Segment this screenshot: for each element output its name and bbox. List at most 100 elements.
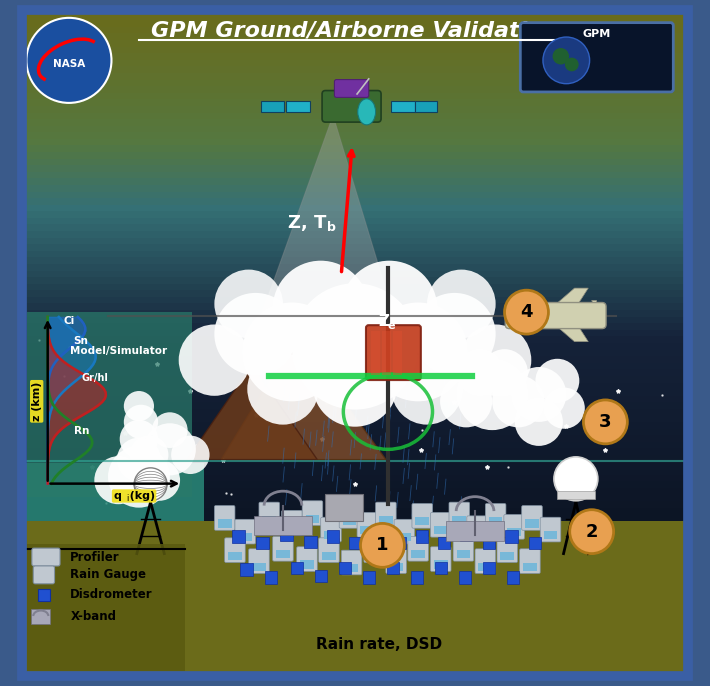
Bar [26, 499, 684, 508]
Circle shape [427, 270, 496, 338]
Bar [434, 526, 447, 534]
Bar [488, 517, 503, 525]
Circle shape [179, 324, 250, 396]
Bar [483, 537, 495, 549]
Bar [26, 190, 684, 198]
Polygon shape [591, 300, 599, 315]
Bar [452, 516, 466, 524]
Circle shape [457, 349, 503, 396]
Circle shape [342, 261, 437, 357]
Text: b: b [327, 222, 336, 234]
Bar [506, 530, 518, 543]
Bar [315, 570, 327, 582]
FancyBboxPatch shape [453, 536, 474, 561]
FancyBboxPatch shape [497, 538, 518, 563]
FancyBboxPatch shape [357, 512, 378, 537]
Bar [415, 101, 437, 112]
Bar [26, 144, 684, 152]
FancyBboxPatch shape [302, 501, 323, 525]
Bar [26, 302, 684, 310]
Bar [26, 664, 684, 672]
Bar [252, 563, 266, 571]
Bar [26, 579, 684, 587]
Bar [26, 460, 684, 468]
FancyBboxPatch shape [273, 536, 293, 561]
Bar [265, 571, 278, 584]
FancyBboxPatch shape [430, 547, 451, 571]
Circle shape [569, 510, 613, 554]
Bar [26, 250, 684, 257]
Bar [447, 521, 504, 541]
Bar [393, 331, 402, 375]
FancyBboxPatch shape [321, 517, 342, 542]
Circle shape [511, 367, 567, 422]
Circle shape [460, 324, 531, 396]
Bar [26, 572, 684, 580]
FancyBboxPatch shape [449, 502, 469, 527]
Bar [26, 164, 684, 172]
Circle shape [26, 18, 111, 103]
Bar [26, 414, 684, 422]
Bar [26, 388, 684, 396]
Text: 4: 4 [520, 303, 532, 321]
Bar [26, 638, 684, 646]
FancyBboxPatch shape [297, 547, 317, 571]
Bar [26, 559, 684, 567]
Bar [26, 289, 684, 297]
Bar [26, 210, 684, 218]
FancyBboxPatch shape [520, 549, 540, 573]
Circle shape [139, 460, 180, 501]
Bar [324, 531, 338, 539]
Bar [379, 516, 393, 524]
Bar [26, 124, 684, 132]
Bar [280, 529, 293, 541]
Bar [26, 532, 684, 541]
FancyBboxPatch shape [412, 504, 432, 528]
Bar [26, 585, 684, 593]
Circle shape [544, 388, 585, 429]
Bar [27, 544, 185, 671]
Circle shape [273, 261, 368, 357]
Bar [26, 236, 684, 244]
Bar [26, 19, 684, 27]
Bar [393, 537, 405, 549]
Circle shape [120, 420, 158, 458]
Bar [241, 563, 253, 576]
Polygon shape [222, 336, 386, 460]
Bar [239, 533, 252, 541]
FancyBboxPatch shape [408, 536, 428, 561]
Bar [410, 571, 423, 584]
Bar [459, 571, 471, 584]
Text: i: i [126, 493, 129, 503]
Circle shape [247, 353, 319, 425]
Bar [26, 466, 684, 475]
Bar [26, 276, 684, 284]
Text: Ci: Ci [63, 316, 75, 326]
FancyBboxPatch shape [214, 506, 235, 530]
Bar [26, 645, 684, 652]
Bar [26, 355, 684, 363]
Bar [525, 519, 539, 528]
Bar [398, 533, 411, 541]
Bar [339, 562, 351, 574]
FancyBboxPatch shape [282, 510, 302, 535]
FancyBboxPatch shape [224, 538, 245, 563]
FancyBboxPatch shape [394, 519, 415, 544]
Circle shape [292, 283, 418, 410]
Bar [286, 101, 310, 112]
FancyBboxPatch shape [486, 504, 506, 528]
Bar [26, 506, 684, 514]
Circle shape [535, 359, 579, 403]
Circle shape [565, 58, 579, 71]
Text: 2: 2 [586, 523, 598, 541]
Circle shape [171, 436, 209, 474]
Bar [507, 571, 519, 584]
Bar [26, 463, 204, 521]
Bar [276, 550, 290, 558]
Text: 3: 3 [599, 413, 611, 431]
Bar [26, 256, 684, 264]
Text: Sn: Sn [74, 336, 89, 346]
Bar [416, 530, 428, 543]
Bar [523, 563, 537, 571]
Bar [26, 631, 684, 639]
